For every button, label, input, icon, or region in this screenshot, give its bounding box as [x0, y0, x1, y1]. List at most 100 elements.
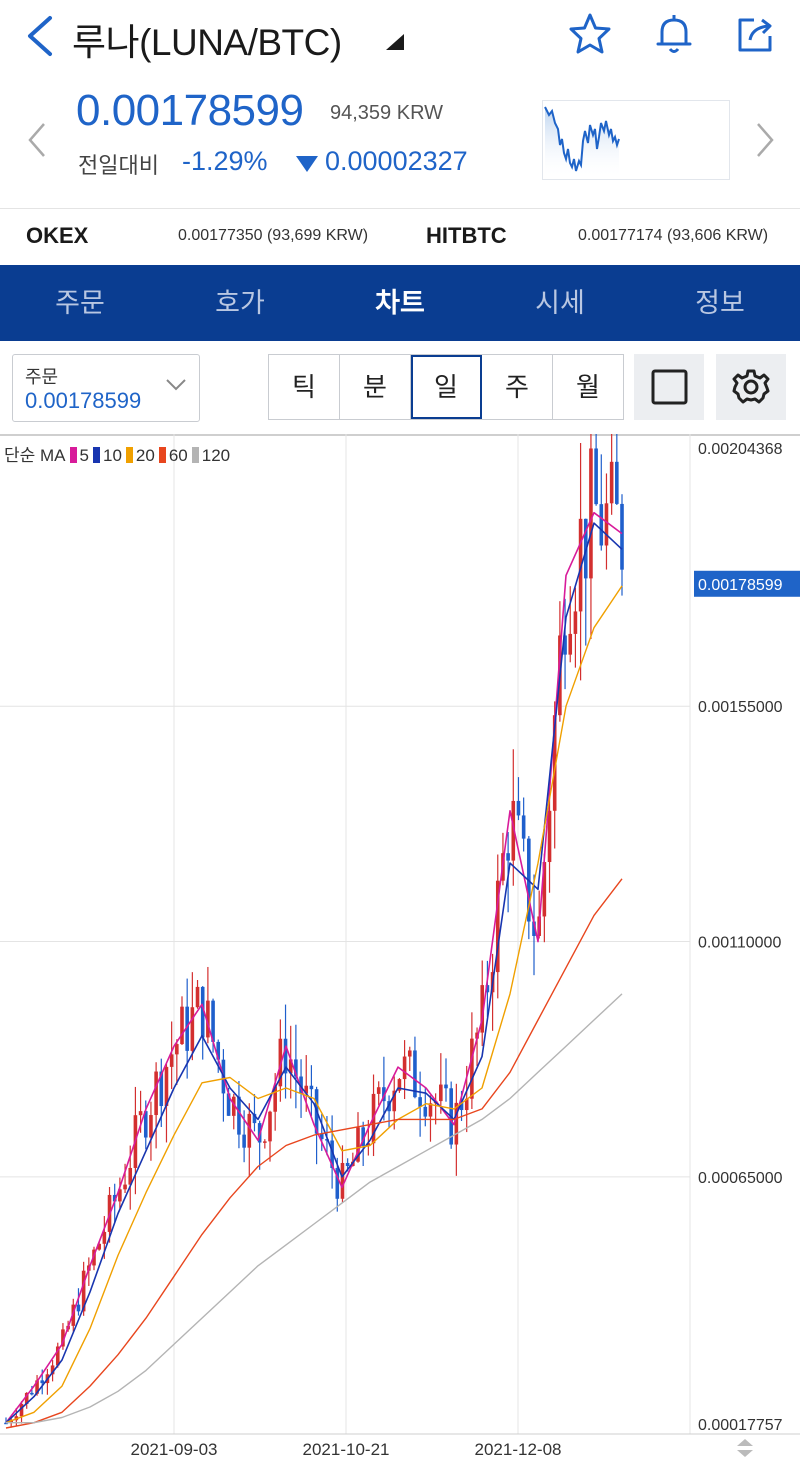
legend-swatch-60 — [158, 447, 166, 463]
scroll-up-icon — [737, 1439, 753, 1446]
candle-body — [123, 1184, 127, 1190]
candle-body — [294, 1059, 298, 1077]
candle-body — [573, 611, 578, 634]
y-tick-label: 0.00155000 — [698, 699, 783, 716]
compare-label: 전일대비 — [78, 153, 159, 178]
mini-chart[interactable] — [542, 100, 730, 180]
candle-body — [24, 1392, 29, 1404]
y-tick-label: 0.00204368 — [698, 441, 783, 458]
candle-body — [216, 1041, 221, 1060]
tab-orderbook[interactable]: 호가 — [215, 288, 265, 318]
candle-body — [231, 1096, 236, 1116]
candle-body — [195, 986, 200, 1008]
bell-icon[interactable] — [650, 10, 698, 58]
main-tabs: 주문 호가 차트 시세 정보 — [0, 265, 800, 341]
dropdown-caret-icon[interactable] — [384, 34, 404, 50]
period-month-button[interactable]: 월 — [576, 372, 600, 402]
candle-body — [149, 1115, 153, 1138]
settings-button[interactable] — [716, 354, 786, 420]
exchange-row: OKEX 0.00177350 (93,699 KRW) HITBTC 0.00… — [0, 208, 800, 265]
order-label: 주문 — [25, 367, 59, 387]
legend-label-20: 20 — [135, 446, 155, 465]
candle-body — [454, 1102, 459, 1145]
x-tick-label: 2021-10-21 — [303, 1440, 390, 1459]
candle-body — [175, 1044, 179, 1055]
candle-body — [464, 1098, 469, 1111]
candle-body — [506, 853, 510, 861]
star-icon[interactable] — [566, 10, 614, 58]
header: 루나(LUNA/BTC) — [0, 0, 800, 80]
candle-body — [237, 1096, 241, 1135]
legend-prefix: 단순 MA — [4, 446, 66, 465]
change-amount: 0.00002327 — [325, 146, 468, 176]
period-tick-button[interactable]: 틱 — [269, 355, 340, 419]
candle-body — [19, 1403, 24, 1417]
x-tick-label: 2021-09-03 — [131, 1440, 218, 1459]
tab-chart[interactable]: 차트 — [375, 288, 425, 318]
chart-canvas[interactable]: 0.00204368 0.00155000 0.00110000 0.00065000… — [0, 374, 800, 1459]
period-week-button[interactable]: 주 — [482, 355, 553, 419]
candle-body — [418, 1097, 422, 1107]
current-price-tag — [694, 570, 800, 597]
exchange-name: OKEX — [26, 223, 89, 248]
period-day-button[interactable]: 일 — [411, 355, 482, 419]
candle-body — [511, 800, 516, 861]
legend-swatch-120 — [191, 447, 199, 463]
candle-body — [563, 635, 567, 655]
candle-body — [97, 1243, 101, 1250]
scroll-down-icon — [737, 1450, 753, 1457]
period-minute-button[interactable]: 분 — [340, 355, 411, 419]
ma-line-5 — [5, 511, 623, 1424]
share-icon[interactable] — [732, 10, 780, 58]
tab-order[interactable]: 주문 — [55, 288, 105, 318]
order-price-dropdown[interactable]: 주문 0.00178599 — [12, 354, 200, 422]
next-coin-icon[interactable] — [752, 120, 776, 160]
candle-body — [112, 1194, 117, 1202]
price-chart[interactable]: 0.00204368 0.00155000 0.00110000 0.00065000… — [0, 374, 800, 1459]
candle-body — [542, 862, 547, 917]
order-value: 0.00178599 — [25, 388, 142, 413]
candle-body — [288, 1059, 293, 1074]
candle-body — [40, 1380, 45, 1384]
candle-body — [206, 1000, 210, 1038]
candle-body — [283, 1038, 288, 1074]
back-arrow-icon[interactable] — [22, 14, 58, 58]
legend-swatch-20 — [125, 447, 133, 463]
change-percent: -1.29% — [182, 146, 268, 176]
candle-body — [402, 1056, 407, 1080]
candle-body — [392, 1090, 397, 1112]
candle-body — [263, 1141, 267, 1143]
current-price-label: 0.00178599 — [698, 577, 783, 594]
candle-body — [366, 1143, 371, 1146]
exchange-value: 0.00177174 (93,606 KRW) — [578, 227, 769, 244]
candle-body — [309, 1085, 314, 1090]
candle-body — [226, 1093, 231, 1116]
candle-body — [495, 880, 500, 973]
exchange-name: HITBTC — [426, 223, 507, 248]
candle-body — [521, 815, 526, 839]
candle-body — [547, 810, 552, 863]
candle-body — [516, 800, 521, 816]
candle-body — [361, 1127, 365, 1146]
y-tick-label: 0.00065000 — [698, 1170, 783, 1187]
candle-body — [325, 1139, 329, 1141]
candle-body — [81, 1270, 86, 1312]
coin-title[interactable]: 루나(LUNA/BTC) — [72, 22, 342, 63]
candle-body — [50, 1365, 55, 1375]
candle-body — [330, 1140, 334, 1169]
candle-body — [382, 1087, 386, 1102]
down-triangle-icon — [296, 156, 318, 172]
tab-quotes[interactable]: 시세 — [535, 288, 585, 318]
current-price: 0.00178599 — [76, 86, 304, 135]
legend-label-120: 120 — [201, 446, 231, 465]
ma-line-120 — [6, 993, 623, 1424]
candle-body — [444, 1084, 448, 1089]
candle-body — [71, 1304, 76, 1326]
candle-body — [470, 1038, 474, 1099]
mini-chart-sparkline — [544, 106, 620, 179]
prev-coin-icon[interactable] — [26, 120, 50, 160]
fullscreen-button[interactable] — [634, 354, 704, 420]
candle-body — [190, 1007, 195, 1051]
candle-body — [413, 1050, 417, 1098]
tab-info[interactable]: 정보 — [695, 288, 745, 318]
